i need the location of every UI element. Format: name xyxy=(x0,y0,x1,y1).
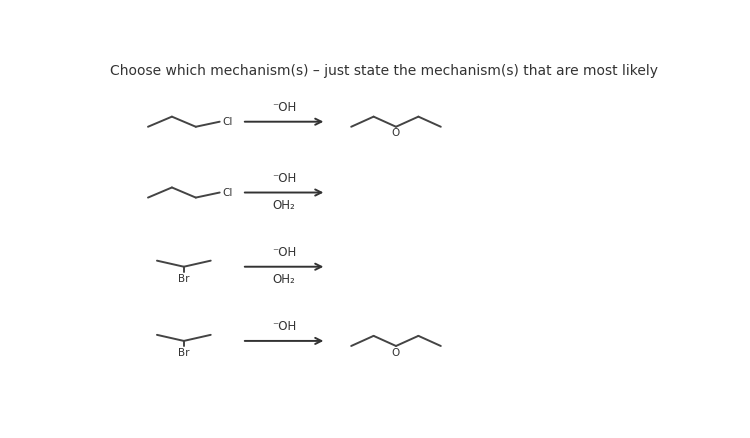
Text: Cl: Cl xyxy=(222,187,232,198)
Text: Choose which mechanism(s) – just state the mechanism(s) that are most likely: Choose which mechanism(s) – just state t… xyxy=(110,64,658,78)
Text: ⁻OH: ⁻OH xyxy=(272,101,296,114)
Text: ⁻OH: ⁻OH xyxy=(272,172,296,185)
Text: OH₂: OH₂ xyxy=(273,198,296,212)
Text: O: O xyxy=(392,348,400,358)
Text: ⁻OH: ⁻OH xyxy=(272,246,296,259)
Text: ⁻OH: ⁻OH xyxy=(272,321,296,333)
Text: Br: Br xyxy=(178,348,190,358)
Text: OH₂: OH₂ xyxy=(273,273,296,286)
Text: Cl: Cl xyxy=(222,117,232,127)
Text: Br: Br xyxy=(178,274,190,284)
Text: O: O xyxy=(392,128,400,138)
